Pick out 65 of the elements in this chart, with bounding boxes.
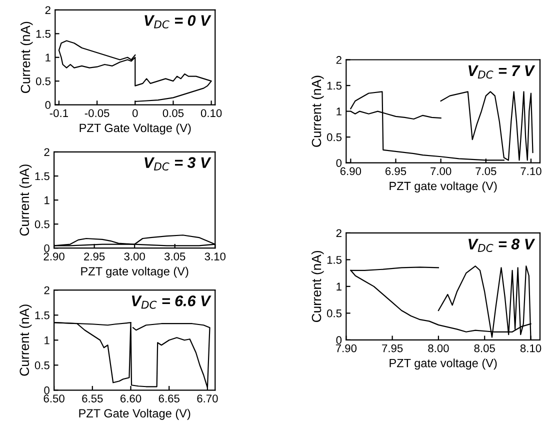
x-axis-title: PZT gate voltage (V) xyxy=(390,358,497,370)
y-axis-title: Current (nA) xyxy=(19,304,32,376)
chart-title: V$_{DC}$ = 6.6 V xyxy=(132,295,212,309)
x-axis-title: PZT gate voltage (V) xyxy=(390,182,497,193)
y-tick-label: 2 xyxy=(45,6,50,14)
y-tick-label: 1.5 xyxy=(35,172,50,180)
y-tick-label: 0.5 xyxy=(36,77,51,86)
y-tick-label: 1.5 xyxy=(35,312,50,320)
x-tick-label: 3.00 xyxy=(124,252,145,260)
y-tick-label: 0 xyxy=(44,244,50,252)
y-tick-label: 0 xyxy=(44,386,50,394)
x-tick-label: 3.05 xyxy=(164,252,186,260)
x-tick-label: 8.10 xyxy=(520,344,542,352)
x-axis-title: PZT Gate Voltage (V) xyxy=(79,408,190,420)
y-tick-label: 1 xyxy=(336,108,342,116)
chart-title: V$_{DC}$ = 0 V xyxy=(144,15,212,28)
x-tick-label: 8.00 xyxy=(428,344,449,352)
y-tick-label: 0 xyxy=(336,336,342,344)
y-axis-title: Current (nA) xyxy=(311,250,324,322)
y-tick-label: 1 xyxy=(46,54,50,62)
x-tick-label: 0.05 xyxy=(162,109,184,118)
x-tick-label: -0.05 xyxy=(84,109,110,118)
y-tick-label: 2 xyxy=(44,286,50,294)
y-tick-label: 0 xyxy=(336,159,342,167)
y-tick-label: 1.5 xyxy=(327,82,342,90)
y-tick-label: 0 xyxy=(45,101,51,109)
y-tick-label: 2 xyxy=(336,229,342,237)
x-tick-label: 3.10 xyxy=(204,252,226,260)
y-axis-title: Current (nA) xyxy=(20,22,33,93)
y-tick-label: 0.5 xyxy=(326,309,342,318)
y-tick-label: 1 xyxy=(44,336,50,344)
x-tick-label: 2.95 xyxy=(84,252,105,260)
x-tick-label: 6.90 xyxy=(340,167,362,176)
x-tick-label: 7.00 xyxy=(430,167,452,176)
y-axis-title: Current (nA) xyxy=(19,164,32,236)
x-axis-title: PZT Gate Voltage (V) xyxy=(80,123,191,134)
x-axis-title: PZT gate voltage (V) xyxy=(81,266,188,278)
x-tick-label: -0.1 xyxy=(50,109,68,118)
y-tick-label: 1.5 xyxy=(327,256,342,264)
chart-title: V$_{DC}$ = 3 V xyxy=(144,157,212,170)
x-tick-label: 6.60 xyxy=(120,394,142,402)
x-tick-label: 7.90 xyxy=(336,344,357,352)
y-tick-label: 0.5 xyxy=(34,220,50,228)
x-tick-label: 7.95 xyxy=(382,344,403,352)
y-axis-title: Current (nA) xyxy=(311,76,324,147)
x-tick-label: 7.10 xyxy=(520,167,542,176)
y-tick-label: 1 xyxy=(336,282,342,290)
x-tick-label: 6.70 xyxy=(197,394,218,402)
x-tick-label: 0 xyxy=(132,109,138,118)
y-tick-label: 0.5 xyxy=(34,361,50,370)
x-tick-label: 0.10 xyxy=(200,109,222,118)
y-tick-label: 1.5 xyxy=(36,30,51,38)
chart-title: V$_{DC}$ = 8 V xyxy=(468,238,536,252)
chart-title: V$_{DC}$ = 7 V xyxy=(468,65,536,79)
x-tick-label: 8.05 xyxy=(474,344,495,352)
y-tick-label: 0.5 xyxy=(326,133,342,142)
x-tick-label: 2.90 xyxy=(44,252,64,260)
x-tick-label: 6.65 xyxy=(158,394,180,402)
y-tick-label: 2 xyxy=(336,56,342,64)
x-tick-label: 6.55 xyxy=(82,394,103,402)
x-tick-label: 6.50 xyxy=(44,394,64,402)
x-tick-label: 6.95 xyxy=(386,167,406,176)
y-tick-label: 2 xyxy=(44,148,50,156)
x-tick-label: 7.05 xyxy=(476,167,496,176)
y-tick-label: 1 xyxy=(44,196,50,204)
